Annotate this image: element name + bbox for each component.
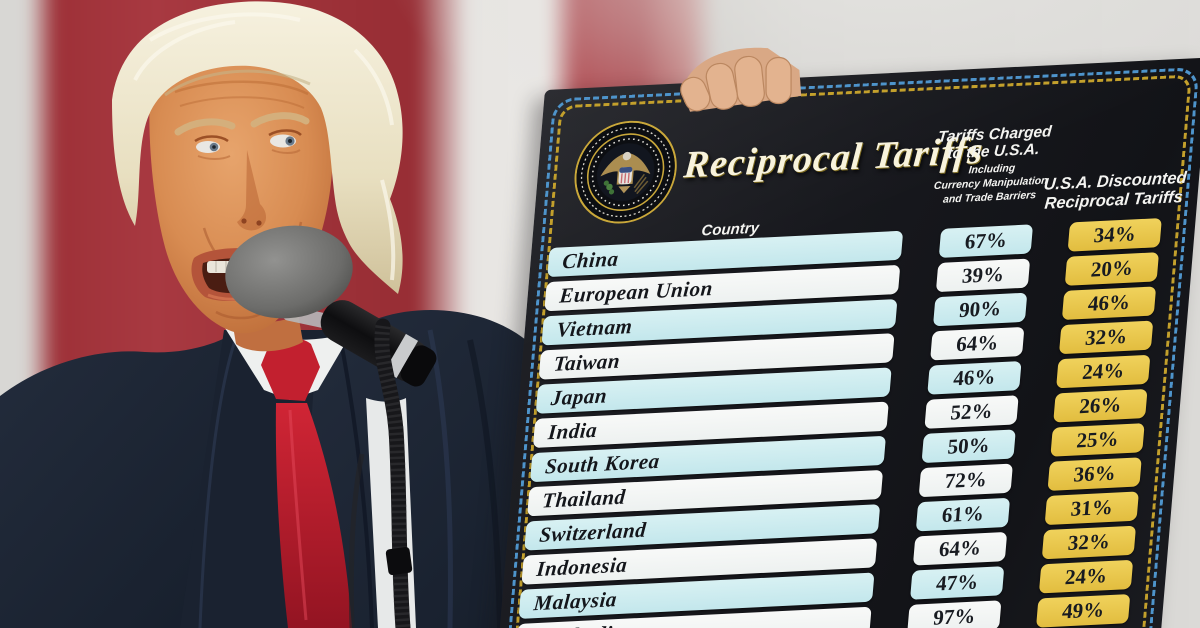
discounted-tariff-cell: 25% — [1050, 423, 1145, 457]
discounted-tariff-cell: 26% — [1053, 388, 1148, 423]
microphone — [225, 225, 437, 628]
charged-tariff-cell: 64% — [930, 326, 1025, 361]
charged-tariff-cell: 50% — [921, 429, 1016, 464]
charged-tariff-cell: 72% — [918, 463, 1013, 498]
holding-hand — [680, 47, 802, 112]
charged-tariff-cell: 64% — [912, 531, 1008, 566]
charged-tariff-cell: 47% — [910, 566, 1005, 600]
charged-tariff-cell: 97% — [907, 600, 1002, 628]
charged-tariff-cell: 39% — [935, 258, 1031, 293]
finger — [765, 56, 792, 105]
discounted-tariff-cell: 32% — [1058, 320, 1154, 355]
discounted-tariff-cell: 24% — [1056, 354, 1151, 389]
finger — [734, 55, 765, 108]
discounted-tariff-cell: 46% — [1061, 286, 1157, 321]
discounted-tariff-cell: 32% — [1041, 525, 1137, 560]
mic-cable — [348, 453, 365, 628]
discounted-tariff-cell: 36% — [1047, 457, 1142, 491]
tie — [261, 337, 352, 628]
hair — [112, 1, 403, 295]
tariff-table: China 67% 34% European Union 39% 20% Vie… — [515, 218, 1162, 628]
discounted-tariff-cell: 34% — [1067, 218, 1162, 252]
charged-tariff-cell: 52% — [924, 395, 1019, 429]
column-header-discounted: U.S.A. Discounted Reciprocal Tariffs — [1043, 168, 1188, 213]
discounted-tariff-cell: 49% — [1035, 594, 1131, 628]
speaker-figure — [0, 1, 570, 628]
finger — [705, 62, 738, 110]
discounted-tariff-cell: 24% — [1038, 559, 1134, 594]
finger — [680, 76, 711, 112]
tariff-board: Reciprocal Tariffs Tariffs Charged to th… — [490, 57, 1200, 628]
microphone-windscreen — [225, 225, 353, 319]
eyes — [194, 129, 302, 160]
charged-tariff-cell: 61% — [915, 497, 1011, 532]
discounted-tariff-cell: 20% — [1064, 252, 1160, 286]
presidential-seal-icon — [574, 120, 677, 224]
charged-tariff-cell: 90% — [932, 292, 1028, 327]
discounted-tariff-cell: 31% — [1044, 491, 1139, 526]
charged-tariff-cell: 46% — [927, 361, 1022, 395]
charged-tariff-cell: 67% — [938, 224, 1034, 258]
